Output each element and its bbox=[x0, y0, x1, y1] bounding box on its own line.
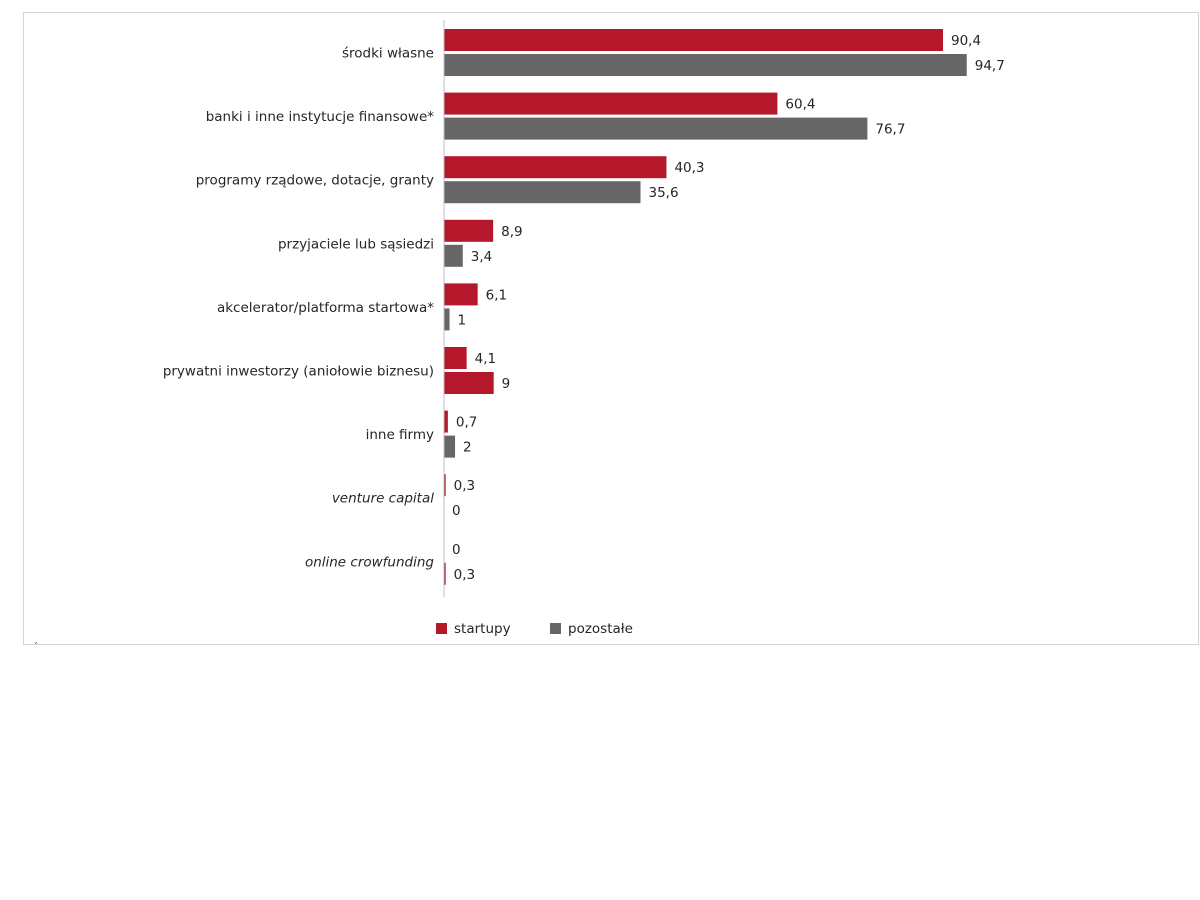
value-label-pozostale-akcelerator-platforma-startowa: 1 bbox=[458, 312, 467, 328]
bar-pozostale-inne-firmy bbox=[444, 435, 456, 458]
value-label-pozostale-online-crowfunding: 0,3 bbox=[454, 567, 475, 583]
value-label-pozostale-programy-rzadowe-dotacje-granty: 35,6 bbox=[649, 185, 679, 201]
chart-frame bbox=[23, 12, 1199, 645]
bar-startupy-prywatni-inwestorzy-aniolowie-biznesu bbox=[444, 347, 467, 369]
bar-pozostale-programy-rzadowe-dotacje-granty bbox=[444, 181, 641, 204]
category-label-programy-rzadowe-dotacje-granty: programy rządowe, dotacje, granty bbox=[196, 173, 434, 189]
footnote-mark: ˊ bbox=[33, 642, 38, 653]
value-label-pozostale-prywatni-inwestorzy-aniolowie-biznesu: 9 bbox=[502, 376, 511, 392]
legend: startupy pozostałe bbox=[436, 621, 633, 637]
bar-pozostale-srodki-wlasne bbox=[444, 54, 967, 76]
category-label-banki-i-inne-instytucje-finansowe: banki i inne instytucje finansowe* bbox=[206, 109, 435, 125]
bar-pozostale-banki-i-inne-instytucje-finansowe bbox=[444, 117, 868, 140]
category-label-srodki-wlasne: środki własne bbox=[342, 46, 434, 62]
value-label-pozostale-przyjaciele-lub-sasiedzi: 3,4 bbox=[471, 249, 492, 265]
bar-pozostale-prywatni-inwestorzy-aniolowie-biznesu bbox=[444, 372, 494, 394]
legend-label-pozostale: pozostałe bbox=[568, 621, 633, 637]
bar-pozostale-akcelerator-platforma-startowa bbox=[444, 308, 450, 331]
value-label-pozostale-banki-i-inne-instytucje-finansowe: 76,7 bbox=[875, 122, 905, 138]
bar-startupy-programy-rzadowe-dotacje-granty bbox=[444, 156, 667, 179]
value-label-startupy-prywatni-inwestorzy-aniolowie-biznesu: 4,1 bbox=[475, 351, 496, 367]
category-label-przyjaciele-lub-sasiedzi: przyjaciele lub sąsiedzi bbox=[278, 236, 434, 252]
value-label-pozostale-srodki-wlasne: 94,7 bbox=[975, 58, 1005, 74]
value-label-startupy-programy-rzadowe-dotacje-granty: 40,3 bbox=[674, 160, 704, 176]
category-label-online-crowfunding: online crowfunding bbox=[305, 554, 434, 570]
category-label-inne-firmy: inne firmy bbox=[366, 427, 434, 443]
bars-layer bbox=[444, 29, 967, 585]
value-label-startupy-akcelerator-platforma-startowa: 6,1 bbox=[486, 287, 507, 303]
bar-startupy-venture-capital bbox=[444, 474, 446, 497]
legend-label-startupy: startupy bbox=[454, 621, 511, 637]
bar-startupy-srodki-wlasne bbox=[444, 29, 944, 51]
bar-pozostale-przyjaciele-lub-sasiedzi bbox=[444, 244, 463, 267]
category-label-akcelerator-platforma-startowa: akcelerator/platforma startowa* bbox=[217, 300, 434, 316]
category-label-prywatni-inwestorzy-aniolowie-biznesu: prywatni inwestorzy (aniołowie biznesu) bbox=[163, 364, 434, 380]
legend-swatch-pozostale bbox=[550, 623, 561, 634]
value-label-startupy-venture-capital: 0,3 bbox=[454, 478, 475, 494]
bar-startupy-akcelerator-platforma-startowa bbox=[444, 283, 478, 306]
legend-swatch-startupy bbox=[436, 623, 447, 634]
value-label-startupy-srodki-wlasne: 90,4 bbox=[951, 33, 981, 49]
category-label-venture-capital: venture capital bbox=[332, 491, 434, 507]
value-label-startupy-przyjaciele-lub-sasiedzi: 8,9 bbox=[501, 224, 522, 240]
value-label-pozostale-inne-firmy: 2 bbox=[463, 440, 472, 456]
value-label-startupy-online-crowfunding: 0 bbox=[452, 542, 461, 558]
bar-startupy-banki-i-inne-instytucje-finansowe bbox=[444, 92, 778, 115]
value-label-pozostale-venture-capital: 0 bbox=[452, 503, 461, 519]
value-label-startupy-banki-i-inne-instytucje-finansowe: 60,4 bbox=[785, 97, 815, 113]
bar-startupy-inne-firmy bbox=[444, 410, 448, 433]
bar-startupy-przyjaciele-lub-sasiedzi bbox=[444, 219, 494, 242]
labels-layer: środki własne 90,4 94,7 banki i inne instyt… bbox=[163, 33, 1005, 583]
value-label-startupy-inne-firmy: 0,7 bbox=[456, 415, 477, 431]
bar-pozostale-online-crowfunding bbox=[444, 562, 446, 585]
